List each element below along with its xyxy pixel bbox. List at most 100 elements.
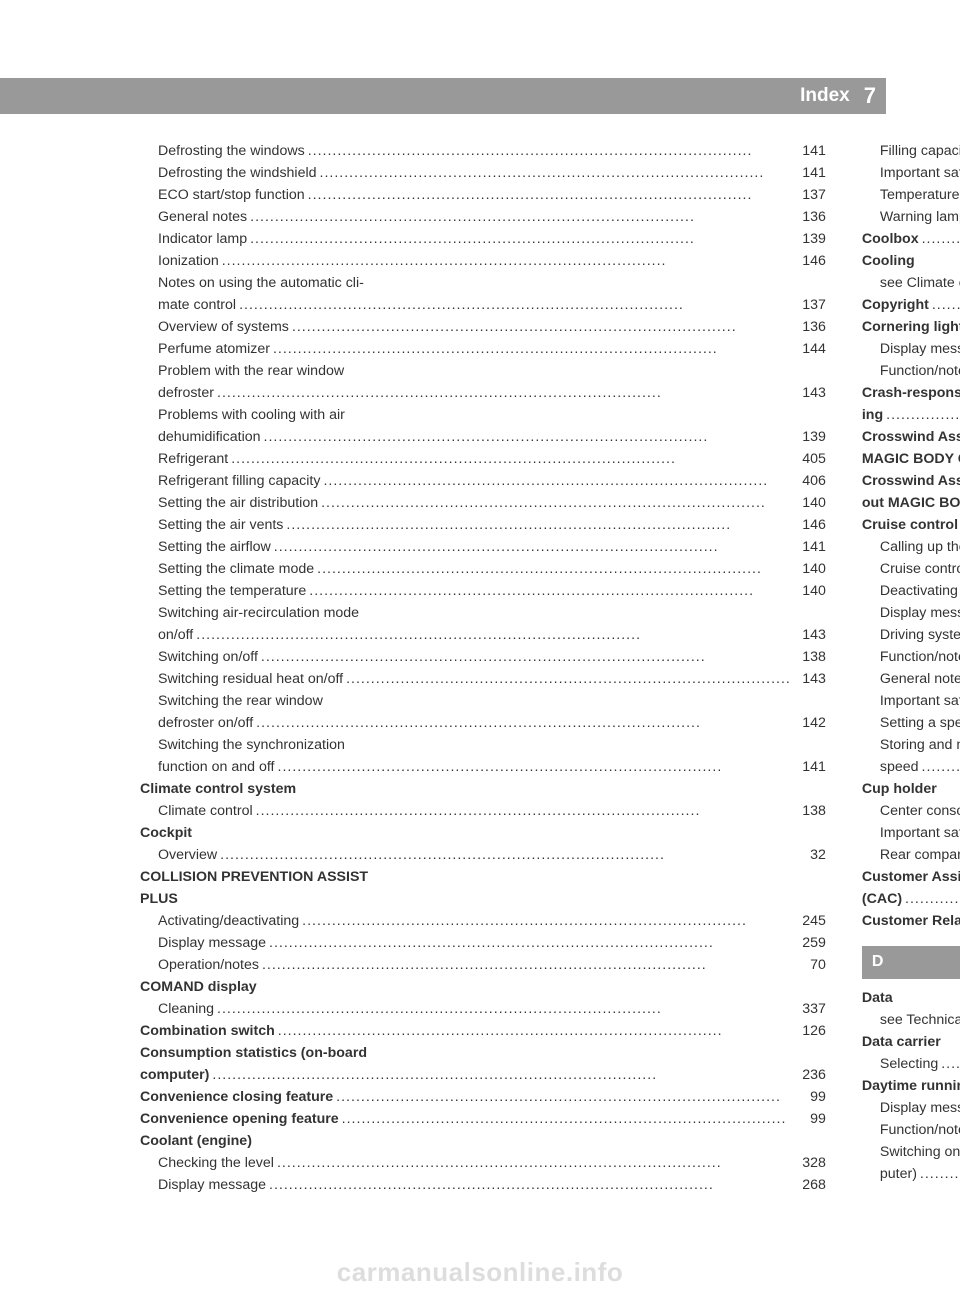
entry-label: Climate control <box>158 800 253 822</box>
leader-dots <box>262 954 791 976</box>
entry-page: 259 <box>794 932 826 954</box>
entry-page: 406 <box>794 470 826 492</box>
entry-label: defroster <box>158 382 214 404</box>
entry-label: Switching residual heat on/off <box>158 668 343 690</box>
entry-label: speed <box>880 756 919 778</box>
index-entry: Display message 278 <box>862 602 960 624</box>
leader-dots <box>920 1163 960 1185</box>
index-entry: Combination switch 126 <box>140 1020 826 1042</box>
index-entry: Deactivating 181 <box>862 580 960 602</box>
entry-label: Defrosting the windshield <box>158 162 317 184</box>
index-entry: Refrigerant filling capacity 406 <box>140 470 826 492</box>
leader-dots <box>250 228 791 250</box>
index-entry: Switching on/off 138 <box>140 646 826 668</box>
leader-dots <box>308 184 791 206</box>
entry-label: Ionization <box>158 250 219 272</box>
entry-label: ECO start/stop function <box>158 184 305 206</box>
entry-label: puter) <box>880 1163 917 1185</box>
leader-dots <box>286 514 790 536</box>
index-entry: Climate control 138 <box>140 800 826 822</box>
leader-dots <box>264 426 791 448</box>
entry-page: 137 <box>794 294 826 316</box>
entry-page: 146 <box>794 250 826 272</box>
entry-page: 138 <box>794 800 826 822</box>
leader-dots <box>278 756 791 778</box>
entry-label: General notes <box>158 206 247 228</box>
leader-dots <box>250 206 791 228</box>
index-heading: Consumption statistics (on-board <box>140 1042 826 1064</box>
entry-page: 99 <box>794 1108 826 1130</box>
leader-dots <box>274 536 791 558</box>
index-heading: Cup holder <box>862 778 960 800</box>
index-entry: Cleaning 337 <box>140 998 826 1020</box>
entry-label: Setting the climate mode <box>158 558 314 580</box>
entry-label: Activating/deactivating <box>158 910 299 932</box>
index-heading: Daytime running lamps <box>862 1075 960 1097</box>
index-entry: General notes 179 <box>862 668 960 690</box>
leader-dots <box>278 1020 791 1042</box>
entry-page: 139 <box>794 228 826 250</box>
header-title: Index <box>800 85 850 107</box>
index-entry: Customer Relations Department 27 <box>862 910 960 932</box>
entry-label: on/off <box>158 624 193 646</box>
entry-page: 140 <box>794 580 826 602</box>
entry-page: 405 <box>794 448 826 470</box>
index-entry: Coolbox 308 <box>862 228 960 250</box>
entry-page: 137 <box>794 184 826 206</box>
index-heading: PLUS <box>140 888 826 910</box>
entry-label: Display message <box>880 602 960 624</box>
watermark: carmanualsonline.info <box>0 1257 960 1288</box>
entry-label: Customer Relations Department <box>862 910 960 932</box>
entry-label: Rear compartment <box>880 844 960 866</box>
index-entry: Overview 32 <box>140 844 826 866</box>
index-heading: Coolant (engine) <box>140 1130 826 1152</box>
index-heading: Switching the rear window <box>140 690 826 712</box>
entry-page: 328 <box>794 1152 826 1174</box>
leader-dots <box>231 448 791 470</box>
entry-label: Operation/notes <box>158 954 259 976</box>
index-entry: Display message 267 <box>862 1097 960 1119</box>
entry-label: Important safety notes <box>880 690 960 712</box>
index-entry: ing 130 <box>862 404 960 426</box>
entry-label: General notes <box>880 668 960 690</box>
index-entry: ECO start/stop function 137 <box>140 184 826 206</box>
entry-label: Setting the airflow <box>158 536 271 558</box>
leader-dots <box>292 316 791 338</box>
index-entry: (CAC) 27 <box>862 888 960 910</box>
index-heading: Crosswind Assist (vehicles with- <box>862 470 960 492</box>
entry-page: 141 <box>794 162 826 184</box>
index-entry: Display message 265 <box>862 338 960 360</box>
index-entry: on/off 143 <box>140 624 826 646</box>
index-entry: Defrosting the windows 141 <box>140 140 826 162</box>
entry-page: 99 <box>794 1086 826 1108</box>
entry-label: Convenience closing feature <box>140 1086 333 1108</box>
entry-label: Important safety notes <box>880 162 960 184</box>
entry-label: out MAGIC BODY CONTROL) <box>862 492 960 514</box>
leader-dots <box>321 492 791 514</box>
leader-dots <box>346 668 791 690</box>
index-heading: Notes on using the automatic cli- <box>140 272 826 294</box>
entry-page: 32 <box>794 844 826 866</box>
leader-dots <box>323 470 790 492</box>
index-entry: MAGIC BODY CONTROL) 194 <box>862 448 960 470</box>
index-entry: dehumidification 139 <box>140 426 826 448</box>
entry-label: Copyright <box>862 294 929 316</box>
entry-label: function on and off <box>158 756 275 778</box>
entry-label: Center console <box>880 800 960 822</box>
section-letter: D <box>862 946 960 979</box>
entry-label: mate control <box>158 294 236 316</box>
leader-dots <box>220 844 791 866</box>
index-entry: speed 180 <box>862 756 960 778</box>
entry-label: Display message <box>880 338 960 360</box>
entry-label: Display message <box>158 932 266 954</box>
index-heading: Switching on/off (on-board com- <box>862 1141 960 1163</box>
entry-page: 236 <box>794 1064 826 1086</box>
index-entry: Switching residual heat on/off 143 <box>140 668 826 690</box>
index-entry: Cruise control lever 180 <box>862 558 960 580</box>
leader-dots <box>932 294 960 316</box>
entry-page: 136 <box>794 316 826 338</box>
index-entry: General notes 136 <box>140 206 826 228</box>
leader-dots <box>336 1086 791 1108</box>
leader-dots <box>256 800 791 822</box>
index-entry: Ionization 146 <box>140 250 826 272</box>
